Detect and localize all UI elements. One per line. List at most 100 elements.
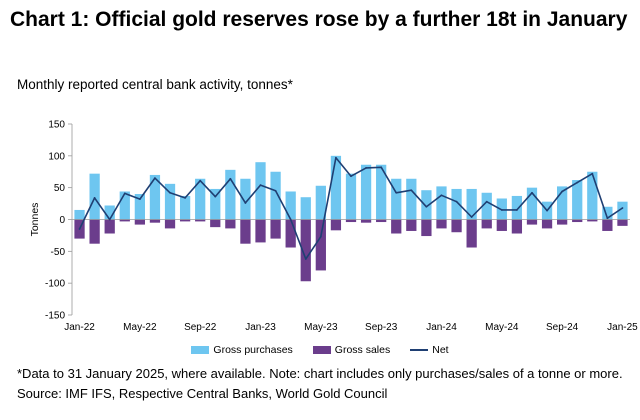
net-point <box>500 209 503 211</box>
bar-purchase <box>164 183 176 220</box>
y-tick-label: -50 <box>51 247 66 258</box>
bar-sale <box>179 219 191 222</box>
bar-sale <box>376 219 387 223</box>
x-tick-label: Sep-24 <box>546 322 579 333</box>
legend-item-net: Net <box>410 344 449 356</box>
bar-purchase <box>436 186 447 220</box>
bar-purchase <box>330 155 342 220</box>
net-point <box>621 207 624 209</box>
bar-purchase <box>421 190 432 220</box>
bar-sale <box>255 219 266 243</box>
x-tick-label: Jan-25 <box>607 322 638 333</box>
net-point <box>395 191 398 194</box>
bar-sale <box>436 219 447 229</box>
bar-purchase <box>511 195 523 220</box>
bar-sale <box>421 219 432 237</box>
legend-swatch-sales <box>312 346 331 354</box>
net-point <box>259 184 262 187</box>
net-point <box>335 156 337 159</box>
net-point <box>289 218 292 221</box>
chart-area: 150 100 50 0 -50 -100 -150 Tonnes Jan-22 May-22 Se… <box>29 120 638 334</box>
bar-sale <box>119 219 130 222</box>
y-tick-label: -150 <box>45 311 65 322</box>
x-tick-label: Sep-22 <box>184 322 217 333</box>
bar-purchase <box>104 205 115 220</box>
x-tick-label: May-24 <box>485 322 519 333</box>
bar-purchase <box>149 174 161 220</box>
bar-sale <box>481 219 492 229</box>
bar-purchase <box>240 178 251 220</box>
bar-sale <box>210 219 221 228</box>
bar-sale <box>195 219 206 222</box>
bar-purchase <box>74 209 85 220</box>
bar-sale <box>391 219 402 234</box>
net-point <box>470 216 473 218</box>
legend-swatch-purchases <box>191 346 210 354</box>
bar-purchase <box>526 187 538 220</box>
bar-purchase <box>617 201 628 220</box>
y-axis-title: Tonnes <box>29 203 41 237</box>
bar-purchase <box>255 162 266 220</box>
net-point <box>410 189 413 192</box>
y-tick-label: -100 <box>45 279 65 290</box>
net-point <box>319 235 322 238</box>
net-point <box>576 181 579 184</box>
bar-purchase <box>360 164 372 220</box>
bar-sale <box>89 219 100 244</box>
bar-sale <box>360 219 372 223</box>
legend-label-net: Net <box>432 344 449 356</box>
bar-sale <box>134 219 145 225</box>
legend: Gross purchases Gross sales Net <box>0 344 640 356</box>
bar-sale <box>466 219 477 248</box>
net-point <box>78 228 81 230</box>
net-point <box>123 192 126 195</box>
net-point <box>199 179 202 182</box>
bar-sale <box>285 219 296 248</box>
y-tick-label: 150 <box>48 120 65 131</box>
footnote: *Data to 31 January 2025, where availabl… <box>17 364 623 404</box>
x-tick-label: May-22 <box>123 322 157 333</box>
net-point <box>350 175 352 178</box>
bar-sale <box>541 219 553 229</box>
y-tick-label: 0 <box>59 215 65 226</box>
net-point <box>274 189 277 192</box>
source-note: Source: IMF IFS, Respective Central Bank… <box>17 386 388 401</box>
bar-purchase <box>602 206 613 220</box>
bar-sale <box>104 219 115 234</box>
bar-purchase <box>572 180 583 220</box>
net-point <box>515 209 518 211</box>
bar-sale <box>496 219 507 231</box>
net-point <box>304 258 307 260</box>
net-point <box>169 191 171 194</box>
bar-purchase <box>557 186 568 220</box>
net-point <box>425 205 428 208</box>
bar-purchase <box>406 178 417 220</box>
bar-sale <box>587 219 598 222</box>
net-point <box>184 196 187 199</box>
chart-title: Chart 1: Official gold reserves rose by … <box>10 8 628 31</box>
net-point <box>93 196 96 199</box>
bar-purchase <box>89 173 100 220</box>
net-point <box>229 177 232 180</box>
x-tick-label: Sep-23 <box>365 322 398 333</box>
bar-purchase <box>134 194 145 220</box>
bar-sale <box>149 219 161 223</box>
y-tick-label: 100 <box>48 151 65 162</box>
bar-purchase <box>195 178 206 220</box>
net-point <box>485 200 488 203</box>
bar-purchase <box>270 171 281 220</box>
bar-sale <box>240 219 251 244</box>
x-tick-label: Jan-24 <box>426 322 457 333</box>
net-point <box>365 167 367 169</box>
legend-swatch-net <box>410 349 429 351</box>
bar-sale <box>164 219 176 229</box>
bar-sale <box>300 219 311 282</box>
bar-sale <box>315 219 326 271</box>
bar-purchase <box>391 178 402 220</box>
bar-purchase <box>119 191 130 220</box>
bar-purchase <box>466 188 477 220</box>
bar-purchase <box>315 185 326 220</box>
net-point <box>531 191 533 194</box>
data-note: *Data to 31 January 2025, where availabl… <box>17 366 623 381</box>
bar-purchase <box>345 173 357 220</box>
